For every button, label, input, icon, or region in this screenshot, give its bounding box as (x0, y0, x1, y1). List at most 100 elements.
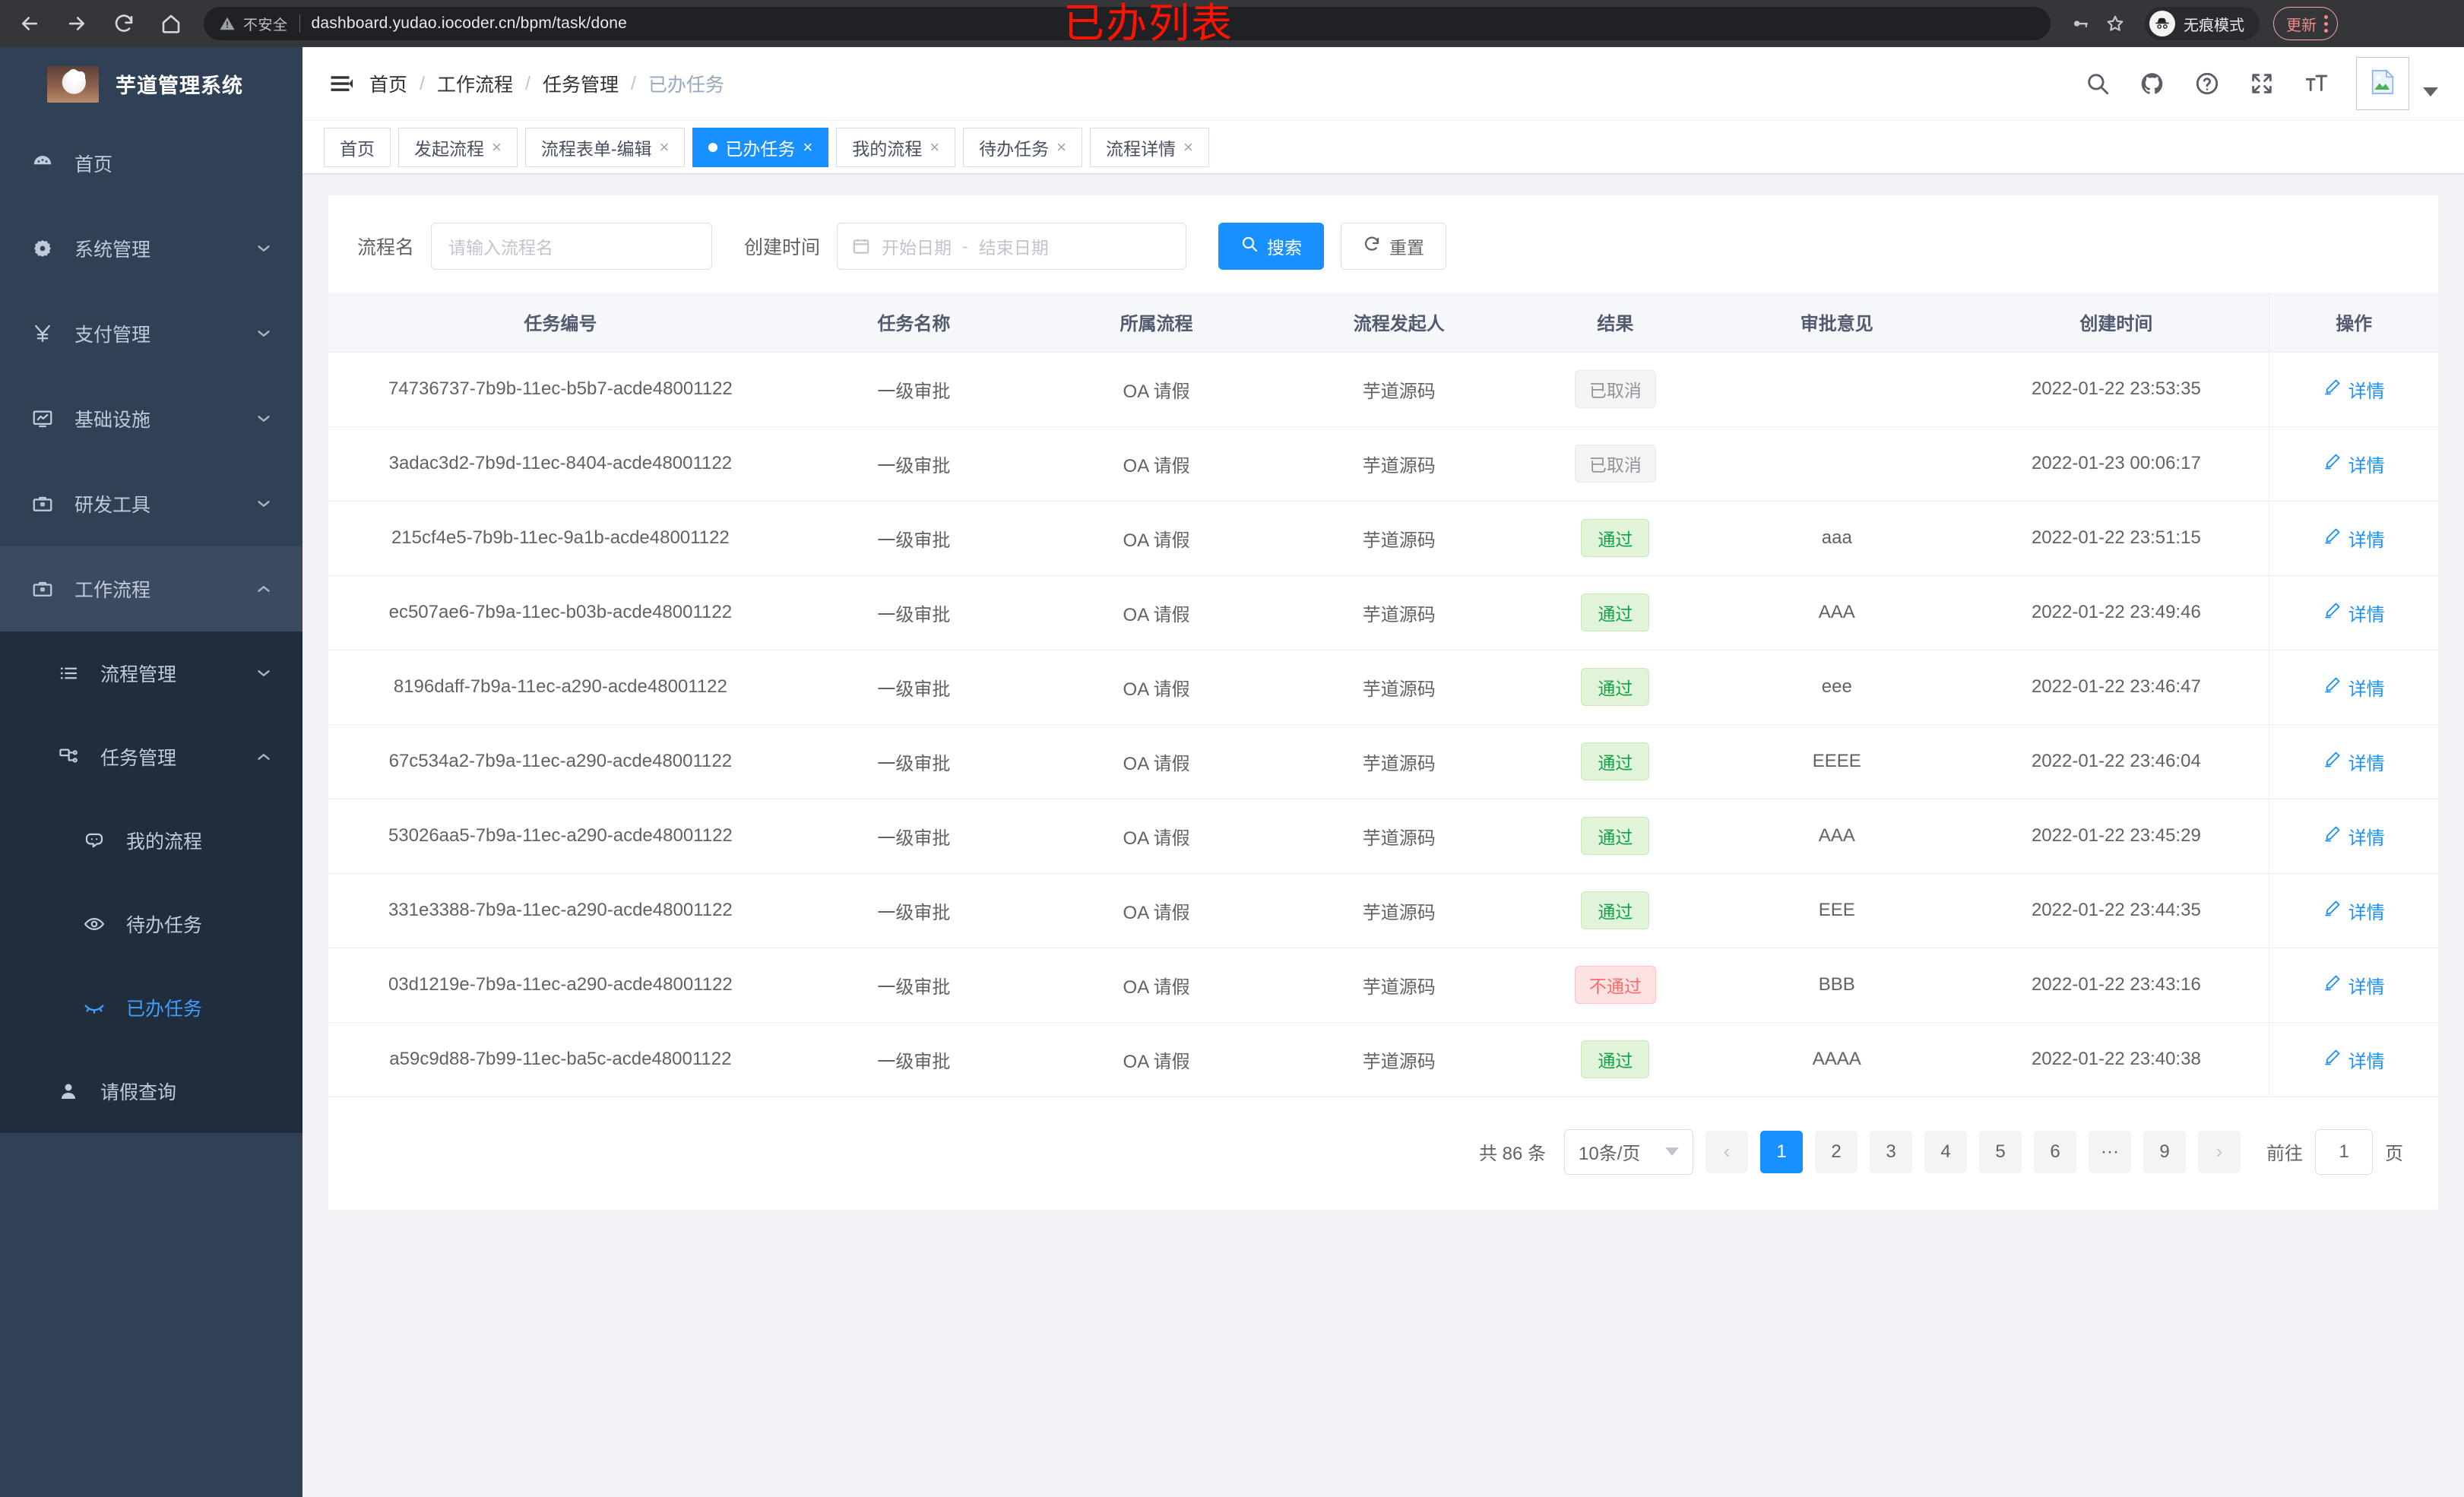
reload-icon[interactable] (111, 11, 137, 36)
cell-opinion: eee (1710, 650, 1964, 725)
status-badge: 不通过 (1574, 966, 1656, 1004)
table-row: 3adac3d2-7b9d-11ec-8404-acde48001122 一级审批… (328, 426, 2438, 502)
page-button-2[interactable]: 2 (1815, 1130, 1858, 1173)
cell-initiator: 芋道源码 (1278, 724, 1521, 799)
prev-page-button[interactable]: ‹ (1705, 1130, 1748, 1173)
kebab-menu-icon[interactable] (2324, 14, 2328, 33)
chevron-down-icon[interactable] (2423, 87, 2438, 97)
sidebar-item-done-task[interactable]: 已办任务 (0, 966, 302, 1049)
sidebar-logo[interactable]: 芋道管理系统 (0, 47, 302, 121)
page-button-5[interactable]: 5 (1979, 1130, 2022, 1173)
cell-opinion: AAA (1710, 575, 1964, 650)
tab-done-task[interactable]: 已办任务 × (692, 127, 829, 167)
page-ellipsis[interactable]: ··· (2089, 1130, 2131, 1173)
page-button-4[interactable]: 4 (1924, 1130, 1967, 1173)
incognito-mode-indicator[interactable]: 无痕模式 (2145, 7, 2260, 40)
close-icon[interactable]: × (659, 137, 670, 157)
jump-to-input[interactable]: 1 (2315, 1128, 2373, 1175)
sidebar-item-leave-query[interactable]: 请假查询 (0, 1049, 302, 1133)
detail-button[interactable]: 详情 (2323, 451, 2385, 477)
sidebar-item-task-management[interactable]: 任务管理 (0, 715, 302, 799)
detail-button[interactable]: 详情 (2323, 1046, 2385, 1073)
tab-process-form-edit[interactable]: 流程表单-编辑 × (524, 127, 686, 167)
close-icon[interactable]: × (1183, 137, 1193, 157)
breadcrumb-item-workflow[interactable]: 工作流程 (436, 74, 513, 96)
tab-todo-task[interactable]: 待办任务 × (963, 127, 1082, 167)
avatar[interactable] (2356, 57, 2409, 110)
process-name-label: 流程名 (357, 237, 415, 258)
edit-pencil-icon (2323, 750, 2342, 774)
home-icon[interactable] (158, 11, 184, 36)
detail-button[interactable]: 详情 (2323, 376, 2385, 403)
close-icon[interactable]: × (803, 137, 813, 157)
cell-operation: 详情 (2269, 426, 2438, 502)
edit-pencil-icon (2323, 527, 2342, 550)
tab-start-process[interactable]: 发起流程 × (398, 127, 518, 167)
bookmark-star-icon[interactable] (2099, 8, 2131, 40)
detail-button[interactable]: 详情 (2323, 748, 2385, 775)
password-key-icon[interactable] (2064, 8, 2096, 40)
table-row: 03d1219e-7b9a-11ec-a290-acde48001122 一级审批… (328, 948, 2438, 1023)
page-button-3[interactable]: 3 (1870, 1130, 1912, 1173)
status-badge: 通过 (1581, 817, 1650, 855)
detail-button[interactable]: 详情 (2323, 600, 2385, 626)
top-navbar: 首页 / 工作流程 / 任务管理 / 已办任务 (302, 47, 2464, 121)
create-time-daterange[interactable]: 开始日期 - 结束日期 (837, 223, 1187, 270)
detail-button[interactable]: 详情 (2323, 972, 2385, 999)
breadcrumb-item-task-management[interactable]: 任务管理 (542, 74, 619, 96)
page-button-1[interactable]: 1 (1760, 1130, 1803, 1173)
column-header-process: 所属流程 (1034, 293, 1278, 353)
warning-triangle-icon (219, 15, 236, 32)
page-size-select[interactable]: 10条/页 (1564, 1128, 1693, 1175)
breadcrumb-item-home[interactable]: 首页 (369, 74, 408, 96)
update-button[interactable]: 更新 (2273, 7, 2338, 40)
back-arrow-icon[interactable] (17, 11, 43, 36)
column-header-result: 结果 (1520, 293, 1711, 353)
detail-button[interactable]: 详情 (2323, 525, 2385, 552)
next-page-button[interactable]: › (2198, 1130, 2241, 1173)
sidebar-item-label: 待办任务 (126, 915, 203, 936)
start-date-placeholder: 开始日期 (882, 238, 952, 258)
detail-button[interactable]: 详情 (2323, 823, 2385, 850)
sidebar-item-my-process[interactable]: 我的流程 (0, 799, 302, 882)
font-size-icon[interactable] (2301, 68, 2332, 99)
sidebar-item-payment[interactable]: 支付管理 (0, 291, 302, 376)
tab-home[interactable]: 首页 (324, 127, 391, 167)
sidebar-item-todo-task[interactable]: 待办任务 (0, 882, 302, 966)
close-icon[interactable]: × (1056, 137, 1066, 157)
tab-my-process[interactable]: 我的流程 × (836, 127, 956, 167)
sidebar-item-process-management[interactable]: 流程管理 (0, 631, 302, 715)
sidebar-item-system[interactable]: 系统管理 (0, 206, 302, 291)
detail-button[interactable]: 详情 (2323, 674, 2385, 701)
cell-initiator: 芋道源码 (1278, 426, 1521, 502)
help-circle-icon[interactable] (2192, 68, 2222, 99)
github-icon[interactable] (2137, 68, 2168, 99)
cell-task-name: 一级审批 (792, 352, 1035, 427)
sidebar-item-label: 工作流程 (74, 580, 151, 601)
sidebar-item-home[interactable]: 首页 (0, 121, 302, 206)
hamburger-menu-icon[interactable] (324, 66, 359, 101)
status-badge: 已取消 (1574, 370, 1656, 408)
fullscreen-icon[interactable] (2247, 68, 2277, 99)
cell-operation: 详情 (2269, 575, 2438, 650)
page-button-9[interactable]: 9 (2143, 1130, 2186, 1173)
process-name-input[interactable]: 请输入流程名 (431, 223, 713, 270)
cell-task-id: a59c9d88-7b99-11ec-ba5c-acde48001122 (328, 1022, 793, 1097)
search-button[interactable]: 搜索 (1218, 223, 1325, 270)
sidebar-item-workflow[interactable]: 工作流程 (0, 546, 302, 631)
tab-process-detail[interactable]: 流程详情 × (1089, 127, 1209, 167)
detail-button[interactable]: 详情 (2323, 897, 2385, 924)
cell-create-time: 2022-01-22 23:49:46 (1963, 575, 2269, 650)
omnibox[interactable]: 不安全 dashboard.yudao.iocoder.cn/bpm/task/… (204, 7, 2051, 40)
page-button-6[interactable]: 6 (2034, 1130, 2076, 1173)
close-icon[interactable]: × (930, 137, 940, 157)
sidebar-item-devtools[interactable]: 研发工具 (0, 461, 302, 546)
cell-process: OA 请假 (1034, 948, 1278, 1023)
sidebar-item-infrastructure[interactable]: 基础设施 (0, 376, 302, 461)
reset-button[interactable]: 重置 (1341, 223, 1447, 270)
status-badge: 通过 (1581, 742, 1650, 780)
close-icon[interactable]: × (492, 137, 502, 157)
search-icon[interactable] (2082, 68, 2113, 99)
sidebar-submenu-workflow: 流程管理 任务管理 我的流程 (0, 631, 302, 1133)
forward-arrow-icon[interactable] (64, 11, 90, 36)
